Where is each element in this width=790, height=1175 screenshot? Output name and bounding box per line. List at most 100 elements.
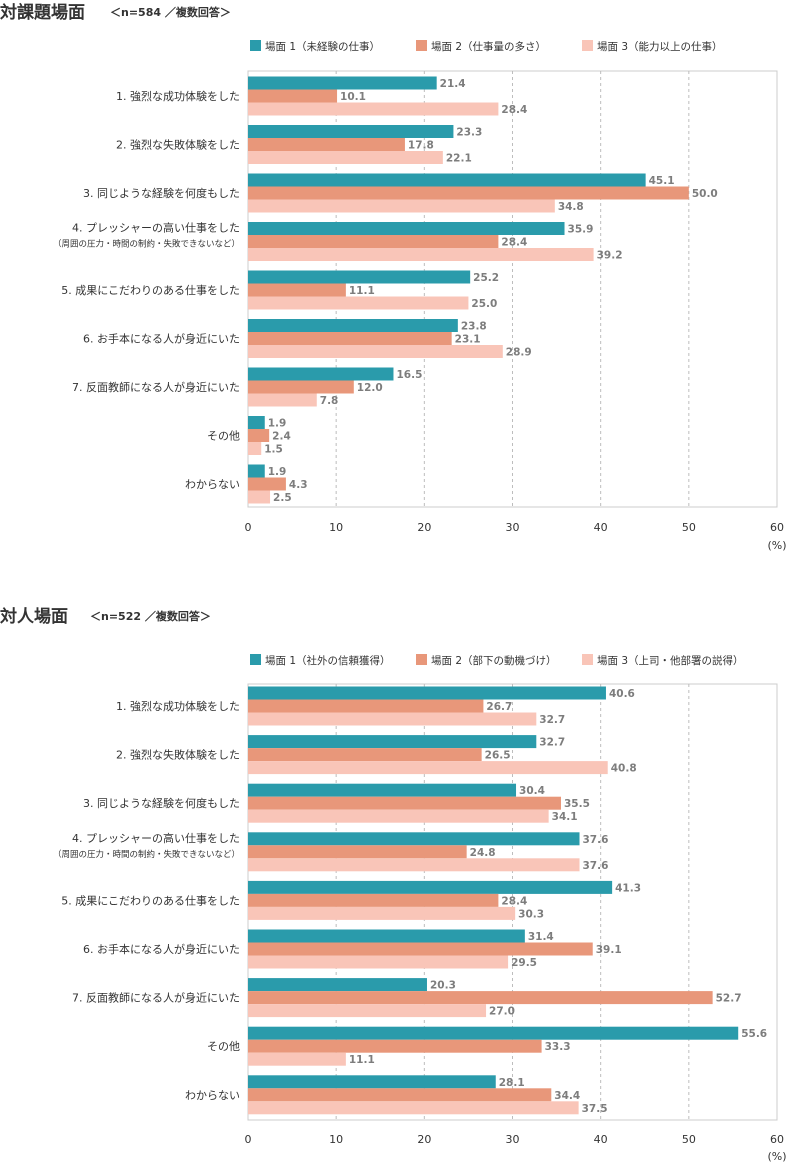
data-label: 29.5 — [511, 957, 537, 969]
category-sublabel: （周囲の圧力・時間の制約・失敗できないなど） — [53, 849, 240, 860]
bar — [248, 464, 265, 478]
bar — [248, 1075, 496, 1089]
chart-title: 対課題場面 — [0, 2, 85, 23]
bar — [248, 416, 265, 429]
bar — [248, 186, 689, 200]
x-tick-label: 0 — [245, 521, 252, 534]
category-label: 6. お手本になる人が身近にいた — [83, 942, 240, 956]
x-tick-label: 50 — [682, 521, 696, 534]
bar — [248, 380, 354, 394]
bar — [248, 199, 555, 213]
data-label: 2.4 — [272, 431, 291, 443]
bar — [248, 1052, 346, 1066]
legend-label: 場面 1（社外の信頼獲得） — [265, 654, 391, 667]
bar — [248, 796, 561, 810]
chart-2: 対人場面 ＜n=522 ／複数回答＞ 場面 1（社外の信頼獲得） 場面 2（部下の動機… — [0, 606, 787, 1163]
legend-label: 場面 2（仕事量の多さ） — [431, 40, 546, 53]
bar — [248, 138, 405, 151]
bar — [248, 832, 580, 846]
data-label: 35.5 — [564, 798, 590, 810]
bar — [248, 89, 338, 103]
x-tick-label: 30 — [506, 1133, 520, 1146]
bar — [248, 1004, 487, 1018]
legend-swatch — [416, 40, 427, 51]
category-sublabel: （周囲の圧力・時間の制約・失敗できないなど） — [53, 239, 240, 250]
x-tick-label: 10 — [329, 1133, 343, 1146]
bar — [248, 125, 454, 138]
data-label: 22.1 — [446, 153, 472, 165]
legend-swatch — [416, 654, 427, 665]
data-label: 4.3 — [289, 479, 308, 491]
data-label: 30.4 — [519, 785, 545, 797]
bar — [248, 686, 606, 700]
bar — [248, 367, 394, 381]
category-label: 3. 同じような経験を何度もした — [83, 186, 240, 200]
bar — [248, 712, 537, 726]
data-label: 28.4 — [501, 237, 527, 249]
data-label: 28.4 — [501, 895, 527, 907]
bar — [248, 477, 286, 491]
legend-label: 場面 3（上司・他部署の説得） — [597, 654, 744, 667]
legend-label: 場面 1（未経験の仕事） — [265, 40, 380, 53]
bar — [248, 858, 580, 872]
data-label: 31.4 — [528, 931, 554, 943]
bar — [248, 248, 594, 261]
legend-swatch — [582, 40, 593, 51]
bar — [248, 699, 484, 713]
data-label: 55.6 — [741, 1028, 767, 1040]
bar — [248, 761, 608, 775]
data-label: 28.1 — [499, 1077, 525, 1089]
bar — [248, 880, 613, 894]
category-label: わからない — [185, 1089, 240, 1102]
x-unit-label: (%) — [767, 539, 786, 552]
category-label: 7. 反面教師になる人が身近にいた — [72, 991, 240, 1005]
bar — [248, 222, 565, 235]
data-label: 1.9 — [268, 466, 287, 478]
bar — [248, 735, 537, 749]
chart-subtitle: ＜n=584 ／複数回答＞ — [110, 5, 231, 19]
data-label: 50.0 — [692, 188, 718, 200]
category-label: 4. プレッシャーの高い仕事をした — [72, 831, 240, 845]
data-label: 52.7 — [716, 993, 742, 1005]
bar — [248, 1101, 579, 1115]
bar — [248, 845, 467, 859]
data-label: 34.8 — [558, 201, 584, 213]
bar — [248, 345, 503, 358]
bar — [248, 1088, 552, 1102]
x-tick-label: 60 — [770, 1133, 784, 1146]
data-label: 25.2 — [473, 272, 499, 284]
bar — [248, 76, 437, 90]
data-label: 11.1 — [349, 1054, 375, 1066]
data-label: 33.3 — [545, 1041, 571, 1053]
data-label: 41.3 — [615, 882, 641, 894]
bar — [248, 151, 443, 164]
data-label: 16.5 — [396, 369, 422, 381]
bar — [248, 270, 471, 284]
data-label: 21.4 — [440, 78, 466, 90]
bar — [248, 296, 469, 310]
bar — [248, 809, 549, 823]
bar — [248, 942, 593, 956]
bar — [248, 442, 262, 455]
data-label: 2.5 — [273, 492, 292, 504]
data-label: 17.8 — [408, 140, 434, 152]
bar — [248, 319, 458, 332]
bar — [248, 490, 271, 504]
data-label: 34.1 — [552, 811, 578, 823]
data-label: 26.7 — [486, 701, 512, 713]
data-label: 27.0 — [489, 1006, 515, 1018]
x-tick-label: 20 — [417, 1133, 431, 1146]
bar — [248, 1039, 542, 1053]
data-label: 23.1 — [455, 334, 481, 346]
bar — [248, 429, 270, 442]
category-label: その他 — [207, 430, 240, 443]
bar — [248, 102, 499, 116]
legend-label: 場面 3（能力以上の仕事） — [597, 40, 723, 53]
data-label: 26.5 — [485, 750, 511, 762]
x-tick-label: 40 — [594, 521, 608, 534]
data-label: 34.4 — [554, 1090, 580, 1102]
legend-swatch — [250, 654, 261, 665]
data-label: 23.3 — [456, 127, 482, 139]
data-label: 25.0 — [471, 298, 497, 310]
